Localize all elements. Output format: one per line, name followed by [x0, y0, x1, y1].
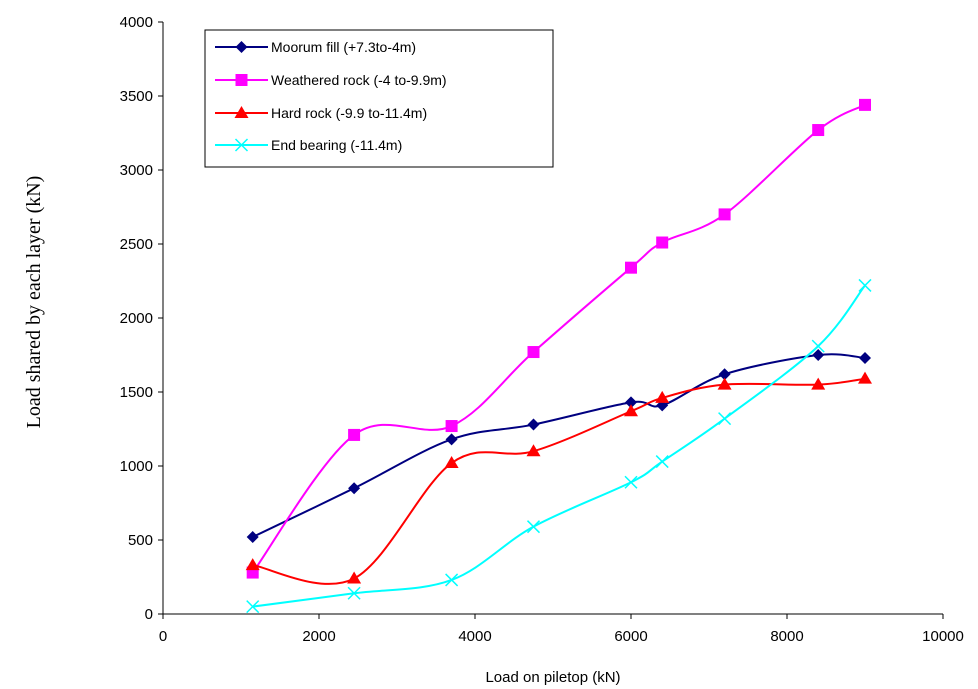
- legend-label: Hard rock (-9.9 to-11.4m): [271, 105, 427, 121]
- legend-marker: [235, 74, 248, 86]
- data-point: [445, 420, 458, 433]
- data-point: [859, 351, 871, 364]
- legend-item: Hard rock (-9.9 to-11.4m): [215, 105, 427, 121]
- series-line: [252, 353, 866, 538]
- series-line: [252, 377, 866, 585]
- legend-label: Weathered rock (-4 to-9.9m): [271, 72, 447, 88]
- data-point: [655, 455, 669, 469]
- data-point: [624, 404, 638, 417]
- y-tick-label: 3000: [120, 162, 153, 179]
- x-tick-label: 8000: [770, 628, 803, 645]
- legend-item: Weathered rock (-4 to-9.9m): [215, 72, 447, 88]
- legend-item: Moorum fill (+7.3to-4m): [215, 39, 416, 55]
- data-point: [625, 396, 637, 409]
- y-tick-label: 2000: [120, 310, 153, 327]
- legend-label: End bearing (-11.4m): [271, 137, 402, 153]
- y-tick-label: 3500: [120, 88, 153, 105]
- data-point: [811, 339, 825, 353]
- series-line: [252, 284, 866, 608]
- series-3: [245, 371, 872, 585]
- legend-item: End bearing (-11.4m): [215, 137, 402, 153]
- data-point: [718, 412, 732, 426]
- data-point: [445, 573, 459, 587]
- y-tick-label: 1500: [120, 384, 153, 401]
- series-2: [246, 98, 871, 579]
- legend: Moorum fill (+7.3to-4m) Weathered rock (-…: [204, 29, 554, 168]
- data-point: [624, 475, 638, 489]
- data-point: [245, 558, 260, 571]
- data-point: [811, 377, 826, 390]
- data-point: [348, 482, 361, 495]
- data-point: [527, 418, 540, 431]
- y-tick-label: 500: [128, 532, 153, 549]
- data-point: [718, 368, 731, 381]
- data-point: [717, 377, 732, 390]
- series-line: [251, 103, 866, 574]
- series-4: [246, 278, 872, 614]
- data-point: [348, 428, 361, 441]
- data-point: [347, 571, 362, 584]
- data-point: [527, 346, 540, 359]
- x-tick-label: 4000: [458, 628, 491, 645]
- legend-marker: [234, 138, 249, 152]
- series-layer: [245, 98, 872, 614]
- x-tick-label: 10000: [922, 628, 964, 645]
- data-point: [858, 278, 872, 292]
- data-point: [656, 236, 669, 249]
- x-tick-label: 2000: [302, 628, 335, 645]
- data-point: [246, 531, 259, 544]
- data-point: [246, 600, 260, 614]
- data-point: [625, 261, 637, 274]
- data-point: [445, 433, 458, 446]
- y-axis-title: Load shared by each layer (kN): [23, 176, 45, 429]
- data-point: [812, 349, 825, 361]
- data-point: [718, 208, 731, 221]
- data-point: [812, 124, 825, 137]
- data-point: [858, 371, 872, 384]
- y-tick-label: 1000: [120, 458, 153, 475]
- y-tick-label: 2500: [120, 236, 153, 253]
- y-tick-label: 0: [145, 606, 153, 623]
- data-point: [526, 520, 541, 534]
- data-point: [859, 98, 871, 111]
- legend-marker: [235, 41, 248, 53]
- axes: 0 500 1000 1500 2000 2500 3000 3500 4000 0 2000 400…: [120, 14, 964, 645]
- legend-marker: [234, 106, 249, 118]
- x-tick-label: 6000: [614, 628, 647, 645]
- series-1: [246, 349, 871, 544]
- y-tick-label: 4000: [120, 14, 153, 31]
- data-point: [444, 456, 459, 469]
- data-point: [526, 444, 541, 457]
- data-point: [655, 390, 670, 403]
- data-point: [347, 586, 361, 600]
- x-tick-label: 0: [159, 628, 167, 645]
- legend-label: Moorum fill (+7.3to-4m): [271, 39, 416, 55]
- x-axis-title: Load on piletop (kN): [485, 669, 620, 686]
